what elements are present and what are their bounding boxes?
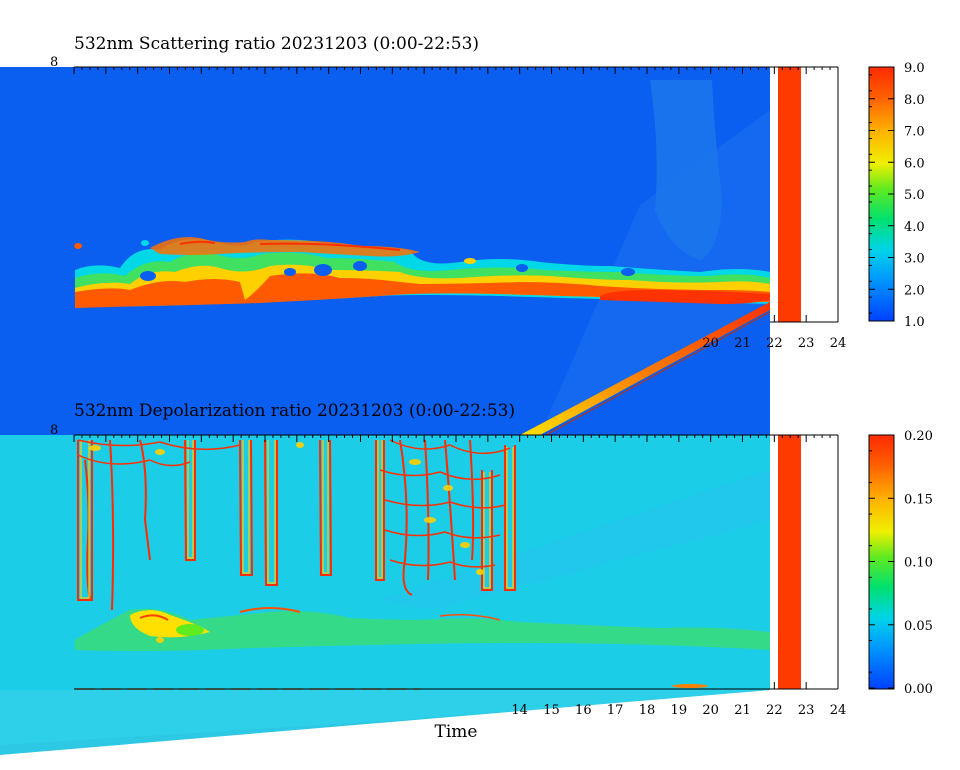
dr-structures [75, 439, 770, 690]
dr-x-tick-label: 18 [639, 703, 656, 718]
sr-colorbar-label: 9.0 [904, 61, 925, 76]
dr-colorbar-label: 0.00 [904, 682, 933, 697]
dr-diagonal-haze [380, 470, 770, 610]
sr-colorbar-label: 2.0 [904, 283, 925, 298]
sr-chart-title: 532nm Scattering ratio 20231203 (0:00-22… [74, 34, 479, 54]
sr-y-axis-corner-label: 8 [50, 55, 58, 70]
dr-x-tick-label: 24 [830, 703, 847, 718]
sr-haze-plume [650, 80, 722, 260]
dr-x-tick-label: 20 [702, 703, 719, 718]
dr-colorbar-label: 0.20 [904, 429, 933, 444]
dr-colorbar-label: 0.05 [904, 619, 933, 634]
dr-x-tick-label: 19 [671, 703, 688, 718]
sr-colorbar-label: 8.0 [904, 93, 925, 108]
sr-colorbar-label: 1.0 [904, 315, 925, 330]
dr-x-tick-labels: 14 15 16 17 18 19 20 21 22 23 24 [511, 703, 846, 718]
dr-x-tick-label: 21 [734, 703, 751, 718]
sr-colorbar-ticks: 9.0 8.0 7.0 6.0 5.0 4.0 3.0 2.0 1.0 [869, 61, 925, 330]
sr-end-of-data-band [778, 67, 801, 322]
sr-artifact-thin-line [545, 311, 771, 436]
dr-x-tick-label: 15 [543, 703, 560, 718]
sr-x-tick-label: 21 [734, 336, 751, 351]
dr-x-tick-label: 16 [575, 703, 592, 718]
dr-y-axis-corner-label: 8 [50, 423, 58, 438]
sr-x-tick-label: 23 [798, 336, 815, 351]
dr-artifact-wedge-highlight [0, 690, 770, 745]
sr-x-ticks [73, 67, 839, 322]
sr-cloud-layer [74, 237, 770, 308]
sr-artifact-streak [520, 302, 770, 435]
dr-chart-title: 532nm Depolarization ratio 20231203 (0:0… [74, 401, 515, 421]
sr-colorbar-label: 5.0 [904, 188, 925, 203]
sr-x-tick-label: 22 [766, 336, 783, 351]
dr-x-tick-label: 22 [766, 703, 783, 718]
dr-colorbar-label: 0.15 [904, 492, 933, 507]
sr-colorbar-label: 4.0 [904, 220, 925, 235]
dr-x-tick-label: 17 [607, 703, 624, 718]
sr-x-tick-labels: 20 21 22 23 24 [702, 336, 846, 351]
dr-colorbar-ticks: 0.20 0.15 0.10 0.05 0.00 [869, 429, 933, 697]
dr-x-tick-label: 14 [511, 703, 528, 718]
sr-colorbar-label: 3.0 [904, 252, 925, 267]
dr-end-of-data-band [778, 435, 801, 689]
sr-x-tick-label: 20 [702, 336, 719, 351]
dr-colorbar-label: 0.10 [904, 556, 933, 571]
dr-x-tick-label: 23 [798, 703, 815, 718]
dr-x-axis-label: Time [435, 722, 478, 742]
dr-x-ticks [73, 435, 839, 689]
sr-colorbar-label: 6.0 [904, 156, 925, 171]
sr-colorbar-label: 7.0 [904, 125, 925, 140]
dr-speckles [89, 442, 484, 643]
sr-x-tick-label: 24 [830, 336, 847, 351]
